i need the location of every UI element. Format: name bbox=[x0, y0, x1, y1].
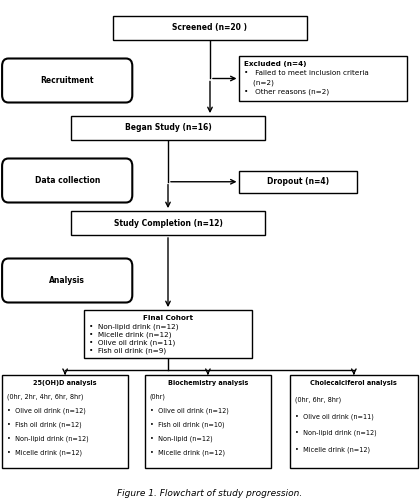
FancyBboxPatch shape bbox=[290, 375, 418, 468]
FancyBboxPatch shape bbox=[71, 211, 265, 235]
Text: •  Micelle drink (n=12): • Micelle drink (n=12) bbox=[89, 331, 171, 338]
Text: •  Non-lipid (n=12): • Non-lipid (n=12) bbox=[150, 436, 213, 442]
Text: •  Micelle drink (n=12): • Micelle drink (n=12) bbox=[150, 450, 225, 456]
Text: Analysis: Analysis bbox=[49, 276, 85, 285]
FancyBboxPatch shape bbox=[239, 56, 407, 101]
FancyBboxPatch shape bbox=[145, 375, 271, 468]
FancyBboxPatch shape bbox=[2, 375, 128, 468]
FancyBboxPatch shape bbox=[84, 310, 252, 358]
Text: (0hr): (0hr) bbox=[150, 394, 166, 400]
Text: (0hr, 2hr, 4hr, 6hr, 8hr): (0hr, 2hr, 4hr, 6hr, 8hr) bbox=[7, 394, 84, 400]
Text: •  Non-lipid drink (n=12): • Non-lipid drink (n=12) bbox=[89, 323, 178, 330]
Text: •  Olive oil drink (n=12): • Olive oil drink (n=12) bbox=[7, 408, 86, 414]
Text: Study Completion (n=12): Study Completion (n=12) bbox=[113, 218, 223, 228]
FancyBboxPatch shape bbox=[71, 116, 265, 140]
Text: •  Non-lipid drink (n=12): • Non-lipid drink (n=12) bbox=[7, 436, 89, 442]
Text: •  Fish oil drink (n=12): • Fish oil drink (n=12) bbox=[7, 422, 82, 428]
FancyBboxPatch shape bbox=[239, 171, 357, 192]
Text: Biochemistry analysis: Biochemistry analysis bbox=[168, 380, 248, 386]
Text: (n=2): (n=2) bbox=[244, 80, 274, 86]
Text: Recruitment: Recruitment bbox=[40, 76, 94, 85]
Text: •   Other reasons (n=2): • Other reasons (n=2) bbox=[244, 89, 330, 96]
Text: •  Olive oil drink (n=11): • Olive oil drink (n=11) bbox=[295, 413, 374, 420]
Text: Screened (n=20 ): Screened (n=20 ) bbox=[173, 24, 247, 32]
Text: Excluded (n=4): Excluded (n=4) bbox=[244, 61, 307, 67]
Text: •   Failed to meet inclusion criteria: • Failed to meet inclusion criteria bbox=[244, 70, 369, 76]
Text: •  Micelle drink (n=12): • Micelle drink (n=12) bbox=[295, 446, 370, 452]
Text: (0hr, 6hr, 8hr): (0hr, 6hr, 8hr) bbox=[295, 396, 341, 403]
Text: •  Fish oil drink (n=9): • Fish oil drink (n=9) bbox=[89, 347, 166, 354]
Text: •  Non-lipid drink (n=12): • Non-lipid drink (n=12) bbox=[295, 430, 376, 436]
Text: 25(OH)D analysis: 25(OH)D analysis bbox=[33, 380, 97, 386]
Text: Figure 1. Flowchart of study progression.: Figure 1. Flowchart of study progression… bbox=[117, 488, 303, 498]
Text: Data collection: Data collection bbox=[34, 176, 100, 185]
FancyBboxPatch shape bbox=[2, 158, 132, 202]
FancyBboxPatch shape bbox=[2, 58, 132, 102]
Text: •  Fish oil drink (n=10): • Fish oil drink (n=10) bbox=[150, 422, 224, 428]
Text: Began Study (n=16): Began Study (n=16) bbox=[125, 124, 211, 132]
Text: Cholecalciferol analysis: Cholecalciferol analysis bbox=[310, 380, 397, 386]
Text: •  Olive oil drink (n=11): • Olive oil drink (n=11) bbox=[89, 339, 175, 345]
Text: •  Micelle drink (n=12): • Micelle drink (n=12) bbox=[7, 450, 82, 456]
Text: Final Cohort: Final Cohort bbox=[143, 315, 193, 321]
FancyBboxPatch shape bbox=[113, 16, 307, 40]
Text: Dropout (n=4): Dropout (n=4) bbox=[267, 178, 329, 186]
Text: •  Olive oil drink (n=12): • Olive oil drink (n=12) bbox=[150, 408, 229, 414]
FancyBboxPatch shape bbox=[2, 258, 132, 302]
